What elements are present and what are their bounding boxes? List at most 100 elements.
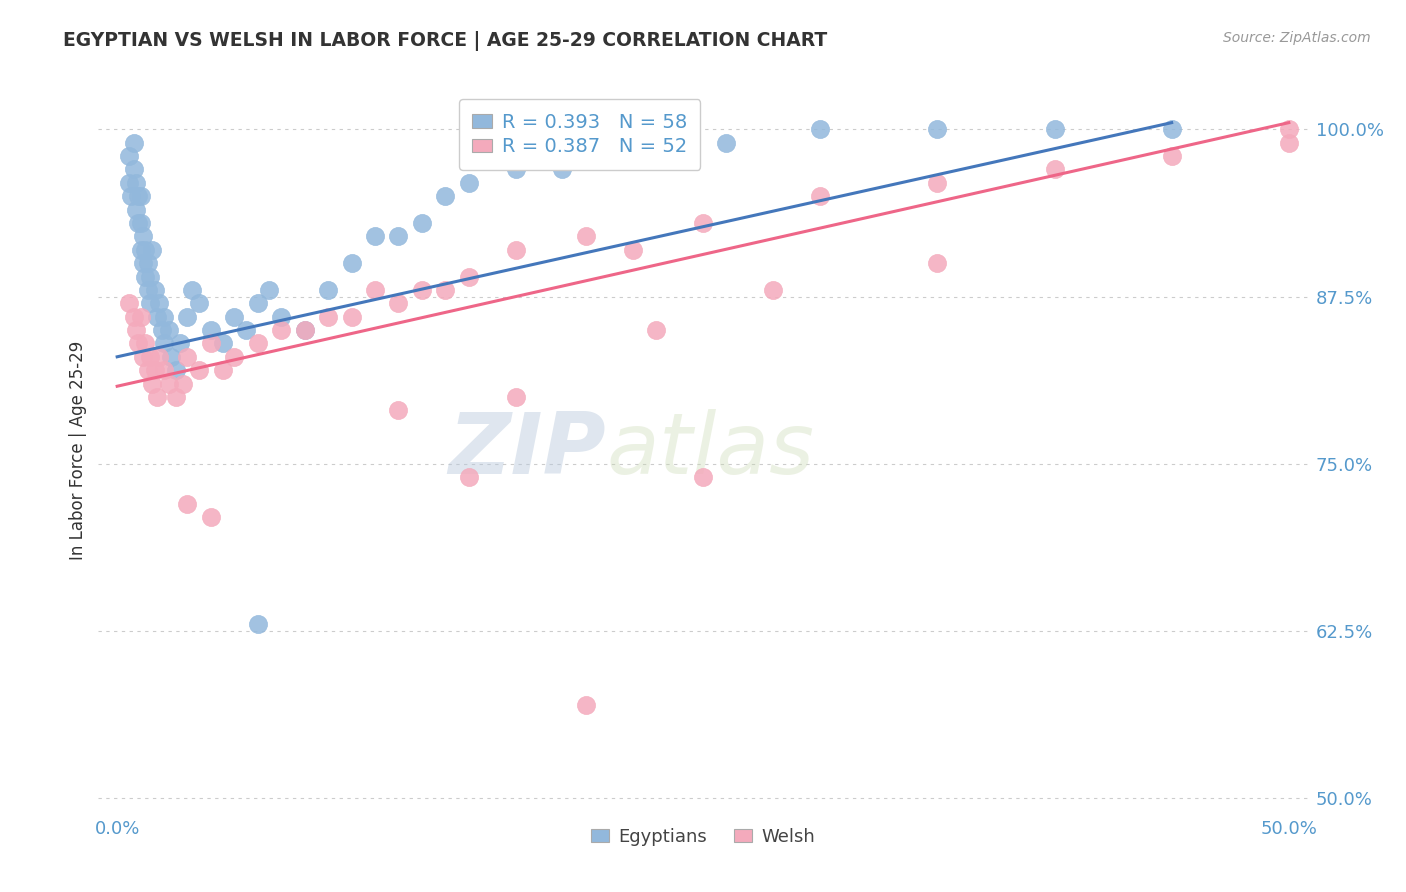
Point (808, 189, 831, 203)
Point (259, 283, 281, 297)
Point (457, 176, 479, 190)
Point (364, 283, 387, 297)
Point (157, 376, 180, 391)
Point (316, 283, 339, 297)
Point (176, 497, 198, 511)
Point (143, 283, 166, 297)
Point (411, 216, 433, 230)
Text: Source: ZipAtlas.com: Source: ZipAtlas.com (1223, 31, 1371, 45)
Point (551, 162, 574, 177)
Point (411, 283, 433, 297)
Point (143, 363, 166, 377)
Point (132, 229, 155, 244)
Point (1043, 162, 1066, 177)
Point (132, 256, 155, 270)
Point (118, 296, 141, 310)
Point (127, 216, 149, 230)
Point (1160, 122, 1182, 136)
Point (165, 363, 187, 377)
Point (188, 296, 211, 310)
Point (270, 323, 292, 337)
Point (153, 336, 176, 351)
Point (575, 229, 598, 244)
Point (141, 376, 163, 391)
Point (927, 176, 949, 190)
Point (575, 698, 598, 712)
Point (364, 229, 387, 244)
Point (457, 470, 479, 484)
Point (120, 189, 142, 203)
Point (181, 283, 204, 297)
Point (211, 336, 233, 351)
Point (211, 363, 233, 377)
Point (176, 310, 198, 324)
Point (129, 310, 152, 324)
Point (125, 176, 148, 190)
Point (645, 323, 668, 337)
Point (139, 269, 162, 284)
Point (157, 323, 180, 337)
Point (136, 256, 159, 270)
Point (141, 243, 163, 257)
Point (224, 350, 246, 364)
Legend: Egyptians, Welsh: Egyptians, Welsh (583, 821, 823, 854)
Point (139, 350, 162, 364)
Point (188, 363, 211, 377)
Point (762, 283, 785, 297)
Point (148, 350, 170, 364)
Point (1043, 122, 1066, 136)
Point (122, 162, 145, 177)
Text: ZIP: ZIP (449, 409, 606, 492)
Point (340, 256, 363, 270)
Point (150, 323, 173, 337)
Text: EGYPTIAN VS WELSH IN LABOR FORCE | AGE 25-29 CORRELATION CHART: EGYPTIAN VS WELSH IN LABOR FORCE | AGE 2… (63, 31, 828, 51)
Point (224, 310, 246, 324)
Point (246, 617, 269, 632)
Point (146, 310, 169, 324)
Point (294, 323, 316, 337)
Point (434, 189, 457, 203)
Point (505, 390, 527, 404)
Point (200, 336, 222, 351)
Point (169, 336, 191, 351)
Point (200, 323, 222, 337)
Point (129, 243, 152, 257)
Point (146, 390, 169, 404)
Point (621, 149, 644, 163)
Point (127, 189, 149, 203)
Point (127, 336, 149, 351)
Point (692, 216, 714, 230)
Point (134, 269, 156, 284)
Point (153, 310, 176, 324)
Point (176, 350, 198, 364)
Point (1278, 136, 1301, 150)
Text: atlas: atlas (606, 409, 814, 492)
Point (139, 296, 162, 310)
Point (340, 310, 363, 324)
Point (129, 189, 152, 203)
Point (235, 323, 257, 337)
Point (136, 363, 159, 377)
Point (129, 216, 152, 230)
Point (270, 310, 292, 324)
Point (136, 283, 159, 297)
Point (160, 350, 183, 364)
Point (692, 470, 714, 484)
Point (118, 149, 141, 163)
Point (148, 296, 170, 310)
Point (172, 376, 194, 391)
Point (621, 243, 644, 257)
Point (927, 122, 949, 136)
Point (118, 176, 141, 190)
Point (387, 229, 409, 244)
Point (125, 202, 148, 217)
Point (1278, 122, 1301, 136)
Point (808, 122, 831, 136)
Point (134, 243, 156, 257)
Point (294, 323, 316, 337)
Point (316, 310, 339, 324)
Point (387, 296, 409, 310)
Point (132, 350, 155, 364)
Point (716, 136, 738, 150)
Point (134, 336, 156, 351)
